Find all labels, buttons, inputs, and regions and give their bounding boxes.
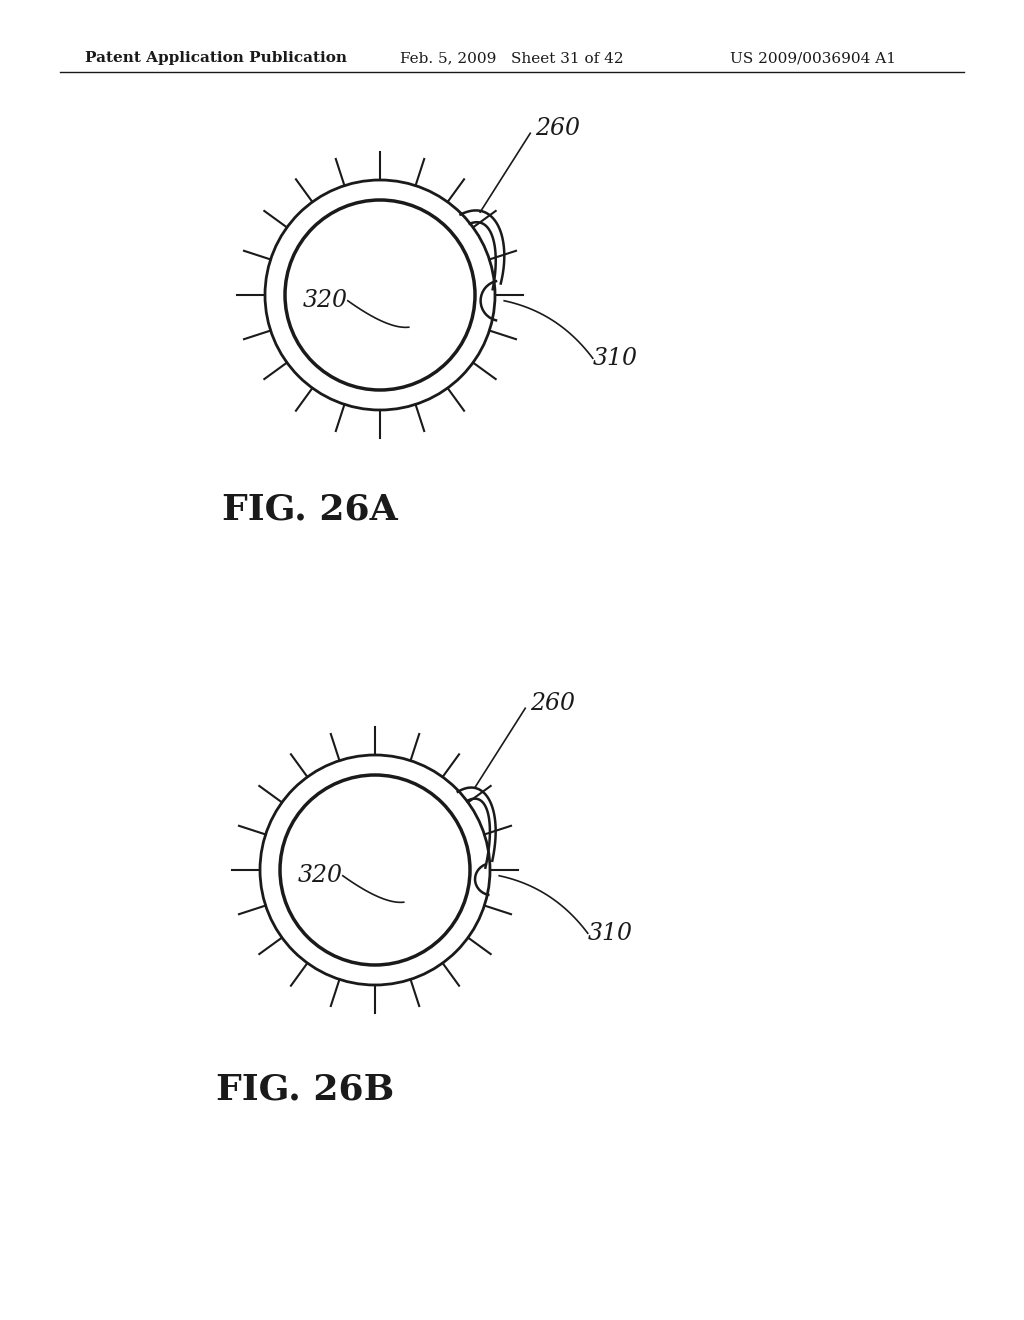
Text: 320: 320 (303, 289, 348, 313)
Text: 310: 310 (593, 347, 638, 370)
Text: Patent Application Publication: Patent Application Publication (85, 51, 347, 65)
Text: Feb. 5, 2009   Sheet 31 of 42: Feb. 5, 2009 Sheet 31 of 42 (400, 51, 624, 65)
Text: 260: 260 (536, 116, 581, 140)
Text: 260: 260 (530, 692, 575, 714)
Text: 310: 310 (588, 921, 633, 945)
Text: US 2009/0036904 A1: US 2009/0036904 A1 (730, 51, 896, 65)
Text: FIG. 26B: FIG. 26B (216, 1073, 394, 1107)
Text: FIG. 26A: FIG. 26A (222, 492, 398, 527)
Text: 320: 320 (298, 865, 343, 887)
